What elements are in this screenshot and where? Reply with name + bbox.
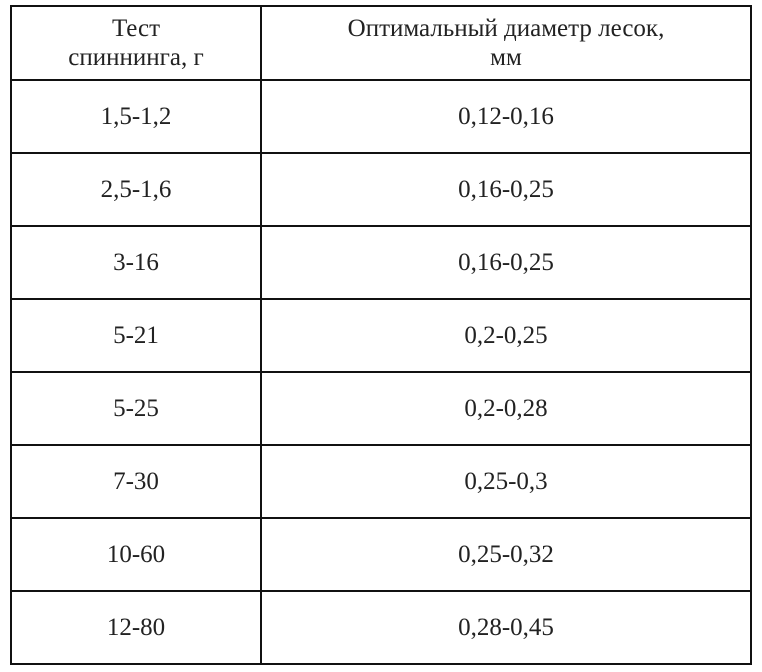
table-cell: 12-80 [10, 590, 262, 665]
table-cell: 10-60 [10, 517, 262, 592]
table-cell: 7-30 [10, 444, 262, 519]
table-cell: 2,5-1,6 [10, 152, 262, 227]
table-row: 5-21 0,2-0,25 [10, 298, 752, 373]
table-cell: 0,12-0,16 [260, 79, 752, 154]
table-cell: 0,16-0,25 [260, 225, 752, 300]
table-cell: 0,28-0,45 [260, 590, 752, 665]
table-cell: 0,2-0,25 [260, 298, 752, 373]
header-line: мм [490, 44, 522, 71]
table-cell: 3-16 [10, 225, 262, 300]
table-cell: 0,2-0,28 [260, 371, 752, 446]
table-cell: 0,25-0,32 [260, 517, 752, 592]
header-line: Тест [111, 15, 161, 42]
table-row: 7-30 0,25-0,3 [10, 444, 752, 519]
table-row: 5-25 0,2-0,28 [10, 371, 752, 446]
table-cell: 0,16-0,25 [260, 152, 752, 227]
header-line: спиннинга, г [68, 44, 204, 71]
header-row: Тест спиннинга, г Оптимальный диаметр лесо… [10, 5, 752, 81]
table-cell: 5-21 [10, 298, 262, 373]
header-line: Оптимальный диаметр лесок, [347, 15, 665, 42]
header-cell: Тест спиннинга, г [10, 5, 262, 81]
table-cell: 5-25 [10, 371, 262, 446]
table-row: 10-60 0,25-0,32 [10, 517, 752, 592]
table-row: 3-16 0,16-0,25 [10, 225, 752, 300]
table-body: 1,5-1,2 0,12-0,16 2,5-1,6 0,16-0,25 3-16 0,16… [10, 79, 752, 665]
table-row: 12-80 0,28-0,45 [10, 590, 752, 665]
table-cell: 1,5-1,2 [10, 79, 262, 154]
table-row: 1,5-1,2 0,12-0,16 [10, 79, 752, 154]
table-cell: 0,25-0,3 [260, 444, 752, 519]
spinning-line-table: Тест спиннинга, г Оптимальный диаметр лесо… [10, 5, 752, 665]
header-cell: Оптимальный диаметр лесок, мм [260, 5, 752, 81]
table-row: 2,5-1,6 0,16-0,25 [10, 152, 752, 227]
